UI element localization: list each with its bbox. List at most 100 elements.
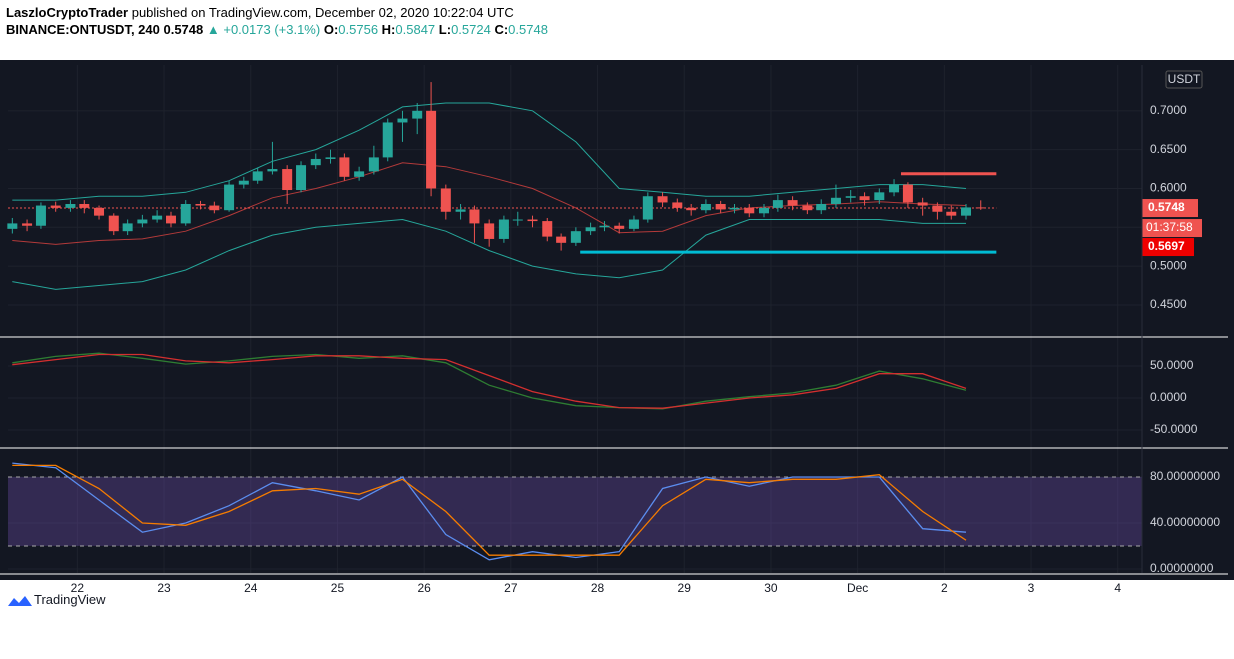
candle-body — [772, 200, 783, 208]
y-tick-label: 80.00000000 — [1150, 469, 1220, 483]
y-tick-label: 50.0000 — [1150, 358, 1194, 372]
chart: 222324252627282930Dec2340.45000.50000.55… — [0, 60, 1234, 639]
x-tick-label: 24 — [244, 581, 258, 595]
footer: TradingView — [34, 592, 106, 607]
candle-body — [180, 203, 191, 224]
candle-body — [961, 207, 972, 216]
candle-body — [946, 211, 957, 216]
candle-body — [845, 196, 856, 198]
candle-body — [252, 171, 263, 181]
candle-body — [267, 169, 278, 172]
candle-body — [195, 203, 206, 206]
ohlc-key: L: — [438, 22, 452, 37]
candle-body — [94, 207, 105, 216]
ohlc-value: 0.5847 — [395, 22, 436, 37]
low-tag-box — [1142, 238, 1194, 257]
candle-body — [672, 202, 683, 208]
page: LaszloCryptoTrader published on TradingV… — [0, 4, 1234, 607]
candle-body — [614, 225, 625, 229]
candle-body — [642, 196, 653, 220]
candle-body — [7, 223, 18, 229]
candle-body — [787, 200, 798, 206]
candle-body — [209, 205, 220, 211]
y-tick-label: 0.5000 — [1150, 258, 1187, 272]
candle-body — [484, 223, 495, 239]
ohlc-value: 0.5756 — [338, 22, 379, 37]
candle-body — [65, 203, 76, 208]
y-tick-label: 0.6500 — [1150, 142, 1187, 156]
x-tick-label: 2 — [941, 581, 948, 595]
candle-body — [368, 157, 379, 172]
y-tick-label: 0.4500 — [1150, 297, 1187, 311]
candle-body — [354, 171, 365, 177]
candle-body — [282, 169, 293, 191]
candle-body — [556, 236, 567, 243]
currency: USDT — [1168, 72, 1201, 86]
low-tag: 0.5697 — [1148, 239, 1185, 253]
candle-body — [585, 227, 596, 232]
last: 0.5748 — [163, 22, 204, 37]
candle-body — [339, 157, 350, 177]
candle-body — [79, 203, 90, 208]
candle-body — [22, 223, 33, 226]
candle-body — [122, 223, 133, 232]
candle-body — [715, 203, 726, 210]
candle-body — [744, 207, 755, 214]
candle-body — [296, 165, 307, 191]
series-line — [12, 464, 967, 556]
x-tick-label: 29 — [678, 581, 692, 595]
brand: TradingView — [34, 592, 106, 607]
currency-box — [1165, 70, 1203, 89]
candle-body — [932, 205, 943, 212]
y-tick-label: 0.7000 — [1150, 103, 1187, 117]
candle-body — [657, 196, 668, 203]
background — [0, 60, 1234, 580]
series-line — [12, 462, 967, 561]
logo-shape — [8, 596, 32, 606]
x-tick-label: 22 — [71, 581, 85, 595]
candle-body — [426, 110, 437, 189]
series-line — [12, 352, 967, 410]
candle-body — [686, 207, 697, 211]
x-tick-label: 30 — [764, 581, 778, 595]
price-tag: 0.5748 — [1148, 200, 1185, 214]
candle-body — [975, 207, 986, 209]
candle-body — [889, 184, 900, 193]
x-tick-label: 3 — [1028, 581, 1035, 595]
ohlc-value: 0.5748 — [508, 22, 548, 37]
y-tick-label: 0.6000 — [1150, 181, 1187, 195]
x-tick-label: 28 — [591, 581, 605, 595]
candle-body — [700, 203, 711, 211]
y-tick-label: 40.00000000 — [1150, 515, 1220, 529]
candle-body — [108, 215, 119, 232]
y-tick-label: 0.00000000 — [1150, 561, 1214, 575]
x-tick-label: 23 — [157, 581, 171, 595]
published: published on TradingView.com, December 0… — [131, 5, 514, 20]
candle-body — [498, 219, 509, 239]
candle-body — [325, 157, 336, 159]
countdown: 01:37:58 — [1146, 220, 1193, 234]
candle-body — [874, 192, 885, 201]
x-tick-label: 25 — [331, 581, 345, 595]
candle-body — [542, 221, 553, 237]
candle-body — [382, 122, 393, 158]
band-fill — [8, 476, 1142, 546]
candle-body — [802, 205, 813, 211]
publish-line: LaszloCryptoTrader published on TradingV… — [6, 4, 548, 21]
candle-body — [816, 203, 827, 211]
x-tick-label: Dec — [847, 581, 868, 595]
ohlc-key: C: — [494, 22, 509, 37]
symbol: BINANCE:ONTUSDT, 240 — [6, 22, 160, 37]
candle-body — [917, 202, 928, 206]
candle-body — [902, 184, 913, 203]
candle-body — [527, 219, 538, 222]
y-tick-label: -50.0000 — [1150, 422, 1198, 436]
logo — [8, 596, 32, 606]
header: LaszloCryptoTrader published on TradingV… — [6, 4, 548, 38]
candle-body — [137, 219, 148, 224]
candle-body — [830, 197, 841, 204]
x-tick-label: 26 — [417, 581, 431, 595]
ohlc: O:0.5756 H:0.5847 L:0.5724 C:0.5748 — [324, 22, 548, 37]
candle-body — [165, 215, 176, 224]
countdown-box — [1142, 219, 1202, 238]
